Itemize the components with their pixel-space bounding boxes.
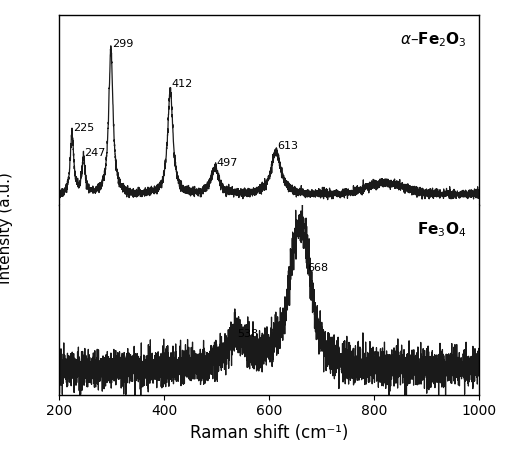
- Text: 299: 299: [112, 38, 133, 48]
- Text: $\alpha$–Fe$_2$O$_3$: $\alpha$–Fe$_2$O$_3$: [400, 30, 467, 49]
- Text: 497: 497: [216, 158, 238, 168]
- Text: 613: 613: [277, 141, 298, 151]
- X-axis label: Raman shift (cm⁻¹): Raman shift (cm⁻¹): [190, 424, 348, 442]
- Text: Intensity (a.u.): Intensity (a.u.): [0, 173, 13, 284]
- Text: Fe$_3$O$_4$: Fe$_3$O$_4$: [417, 220, 467, 239]
- Text: 225: 225: [73, 123, 94, 133]
- Text: 668: 668: [307, 263, 328, 273]
- Text: 247: 247: [84, 148, 106, 158]
- Text: 538: 538: [238, 329, 259, 339]
- Text: 412: 412: [172, 80, 193, 90]
